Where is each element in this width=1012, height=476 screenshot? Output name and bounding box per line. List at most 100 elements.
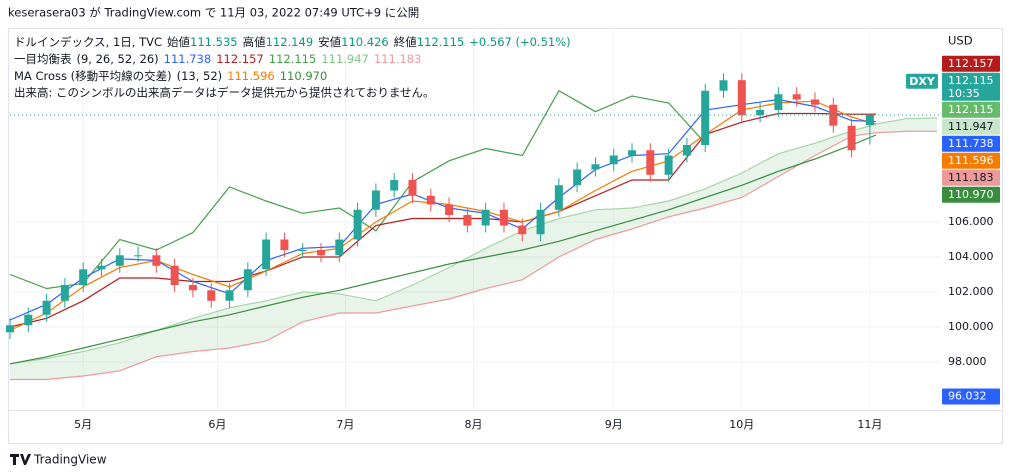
indicator-value: 111.738 <box>164 52 212 66</box>
candle-body <box>591 164 600 170</box>
candle-body <box>756 109 765 116</box>
candle-body <box>463 215 472 226</box>
candle-body <box>353 209 362 240</box>
indicator-line <box>9 117 938 365</box>
candle-body <box>573 169 582 186</box>
price-label: 111.947 <box>948 120 994 133</box>
price-countdown: 10:35 <box>948 87 980 100</box>
candle-body <box>207 290 216 301</box>
candle-body <box>390 180 399 191</box>
legend-line: ドルインデックス, 1日, TVC 始値111.535 高値112.149 安値110… <box>14 35 571 49</box>
indicator-params: (13, 52) <box>177 69 223 83</box>
candle-body <box>609 155 618 165</box>
candle-body <box>6 325 14 333</box>
price-label: 96.032 <box>948 389 987 402</box>
price-label: 111.183 <box>948 171 994 184</box>
legend-line: 一目均衡表 (9, 26, 52, 26) 111.738 112.157 112.11… <box>14 52 421 66</box>
x-tick-label: 5月 <box>74 418 92 431</box>
y-tick-label: 106.000 <box>948 215 994 228</box>
price-label-box <box>942 55 1000 72</box>
candle-body <box>481 209 490 226</box>
candle-body <box>408 180 417 196</box>
candle-body <box>170 265 179 286</box>
legend-ohlc-label: 終値 <box>394 35 417 49</box>
candle-body <box>134 255 143 257</box>
x-tick-label: 7月 <box>336 418 354 431</box>
candle-body <box>682 144 691 156</box>
price-label: 110.970 <box>948 188 994 201</box>
candle-body <box>225 290 234 301</box>
price-label: 112.157 <box>948 57 994 70</box>
legend-ohlc-value: 111.535 <box>190 35 238 49</box>
legend-ohlc-value: 112.115 <box>417 35 465 49</box>
candle-body <box>518 225 527 235</box>
candle-body <box>810 99 819 105</box>
candle-body <box>97 265 106 270</box>
candle-body <box>243 269 252 291</box>
candle-body <box>664 155 673 175</box>
candle-body <box>298 250 307 252</box>
price-label-box <box>942 101 1000 118</box>
candle-body <box>865 114 874 126</box>
x-tick-label: 6月 <box>208 418 226 431</box>
symbol-badge: DXY <box>909 75 936 88</box>
indicator-value: 112.115 <box>269 52 317 66</box>
legend-symbol: ドルインデックス, 1日, TVC <box>14 35 162 49</box>
price-label-box <box>942 72 1000 101</box>
indicator-line <box>9 134 877 365</box>
caption: keserasera03 が TradingView.com で 11月 03,… <box>8 6 419 20</box>
price-label-box <box>942 388 1000 405</box>
price-label-box <box>942 152 1000 169</box>
candle-body <box>628 150 637 156</box>
candle-body <box>445 204 454 216</box>
candle-body <box>737 80 746 116</box>
candle-body <box>701 90 710 145</box>
candle-body <box>280 239 289 251</box>
indicator-value: 110.970 <box>280 69 328 83</box>
candle-body <box>536 209 545 235</box>
legend-ohlc-value: 110.426 <box>341 35 389 49</box>
legend-change: +0.567 (+0.51%) <box>469 35 570 49</box>
y-tick-label: 102.000 <box>948 285 994 298</box>
candle-body <box>188 285 197 291</box>
candle-body <box>792 94 801 100</box>
y-tick-label: 104.000 <box>948 250 994 263</box>
indicator-name: MA Cross (移動平均線の交差) <box>14 69 172 83</box>
symbol-badge-box <box>906 73 938 89</box>
candle-body <box>79 269 88 286</box>
x-tick-label: 8月 <box>464 418 482 431</box>
indicator-value: 111.183 <box>374 52 422 66</box>
candle-body <box>426 195 435 205</box>
candle-body <box>499 209 508 226</box>
footer: TradingView <box>33 453 107 467</box>
candle-body <box>774 94 783 110</box>
legend-ohlc-label: 始値 <box>167 35 190 49</box>
price-label-box <box>942 135 1000 152</box>
y-axis-label: USD <box>948 34 973 48</box>
x-tick-label: 9月 <box>605 418 623 431</box>
candle-body <box>719 80 728 91</box>
x-tick-label: 11月 <box>857 418 882 431</box>
candle-body <box>262 239 271 270</box>
footer-logo <box>10 454 31 465</box>
price-label-box <box>942 118 1000 135</box>
price-label-box <box>942 186 1000 203</box>
indicator-value: 112.157 <box>216 52 264 66</box>
legend-ohlc-label: 高値 <box>243 35 266 49</box>
candle-body <box>646 150 655 175</box>
candle-body <box>24 314 33 326</box>
indicator-value: 111.596 <box>227 69 275 83</box>
indicator-params: (9, 26, 52, 26) <box>77 52 159 66</box>
candle-body <box>42 300 51 315</box>
y-tick-label: 100.000 <box>948 320 994 333</box>
candle-body <box>371 190 380 210</box>
price-label: 111.738 <box>948 137 994 150</box>
legend-ohlc-label: 安値 <box>318 35 341 49</box>
price-label: 112.115 <box>948 74 994 87</box>
volume-note: 出来高: このシンボルの出来高データはデータ提供元から提供されておりません。 <box>14 86 435 100</box>
candle-body <box>152 255 161 266</box>
candle-body <box>335 239 344 256</box>
candle-body <box>317 250 326 256</box>
x-tick-label: 10月 <box>729 418 754 431</box>
